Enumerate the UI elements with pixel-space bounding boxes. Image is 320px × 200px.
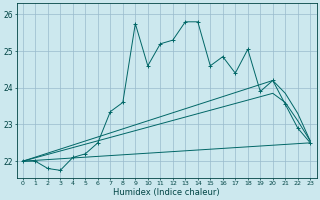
X-axis label: Humidex (Indice chaleur): Humidex (Indice chaleur) — [113, 188, 220, 197]
